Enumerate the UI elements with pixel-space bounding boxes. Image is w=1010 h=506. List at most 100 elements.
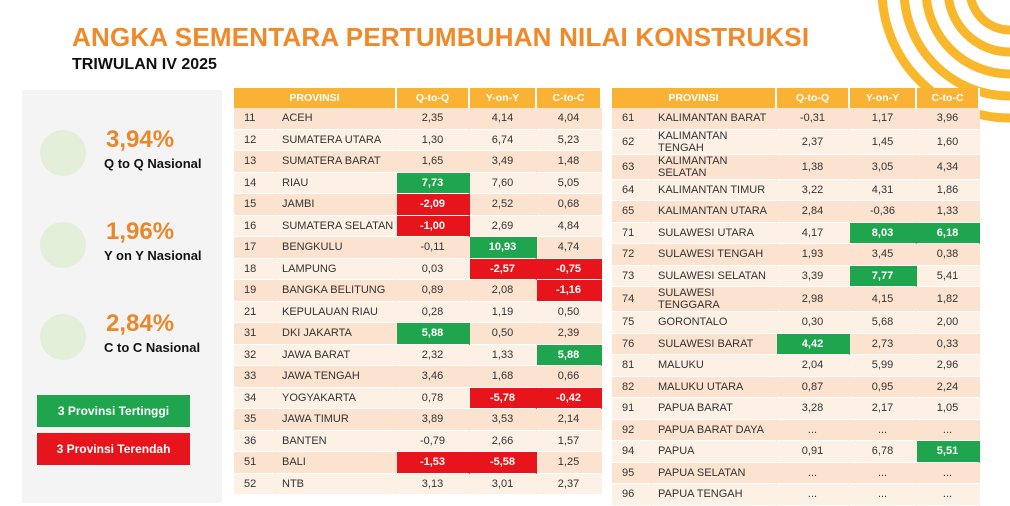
stat-label: Q to Q Nasional	[104, 156, 202, 171]
table-row: 21 KEPULAUAN RIAU 0,28 1,19 0,50	[234, 301, 602, 323]
col-provinsi: PROVINSI	[612, 88, 777, 108]
table-row: 52 NTB 3,13 3,01 2,37	[234, 473, 602, 495]
stat-value: 2,84%	[106, 310, 175, 337]
ctoc-value: 0,50	[537, 301, 602, 323]
qtoq-value: ...	[777, 462, 850, 484]
qtoq-value: -0,31	[777, 108, 850, 130]
ctoc-value: ...	[917, 462, 980, 484]
province-code: 95	[612, 462, 652, 484]
table-row: 92 PAPUA BARAT DAYA.........	[612, 419, 980, 441]
ctoc-value: 5,23	[537, 129, 602, 151]
table-row: 72 SULAWESI TENGAH 1,93 3,45 0,38	[612, 244, 980, 266]
qtoq-value: 0,87	[777, 376, 850, 398]
yony-value: 3,53	[470, 409, 537, 431]
table-row: 33 JAWA TENGAH 3,46 1,68 0,66	[234, 366, 602, 388]
table-row: 16 SUMATERA SELATAN -1,00 2,69 4,84	[234, 215, 602, 237]
ctoc-value: ...	[917, 419, 980, 441]
page-title: ANGKA SEMENTARA PERTUMBUHAN NILAI KONSTR…	[72, 22, 810, 52]
ctoc-value: 0,66	[537, 366, 602, 388]
qtoq-value: 4,17	[777, 222, 850, 244]
yony-value: 3,45	[850, 244, 917, 266]
col-yony: Y-on-Y	[850, 88, 917, 108]
qtoq-value: 0,91	[777, 441, 850, 463]
yony-value: 2,08	[470, 280, 537, 302]
ctoc-value: 2,14	[537, 409, 602, 431]
yony-value: 5,99	[850, 355, 917, 377]
table-row: 36 BANTEN -0,79 2,66 1,57	[234, 430, 602, 452]
coins-growth-icon	[40, 222, 86, 268]
province-name: JAWA BARAT	[276, 344, 397, 366]
ctoc-value: ...	[917, 484, 980, 506]
qtoq-value: 3,22	[777, 179, 850, 201]
ctoc-value: 2,00	[917, 312, 980, 334]
province-name: PAPUA BARAT DAYA	[652, 419, 777, 441]
province-code: 17	[234, 237, 276, 259]
province-name: GORONTALO	[652, 312, 777, 334]
province-name: MALUKU	[652, 355, 777, 377]
qtoq-value: 4,42	[777, 333, 850, 355]
province-name: PAPUA BARAT	[652, 398, 777, 420]
table-row: 81 MALUKU 2,04 5,99 2,96	[612, 355, 980, 377]
province-code: 11	[234, 108, 276, 130]
yony-value: ...	[850, 484, 917, 506]
province-name: MALUKU UTARA	[652, 376, 777, 398]
ctoc-value: 1,25	[537, 452, 602, 474]
ctoc-value: 1,82	[917, 287, 980, 312]
qtoq-value: 2,35	[397, 108, 470, 130]
qtoq-value: 0,89	[397, 280, 470, 302]
yony-value: 3,01	[470, 473, 537, 495]
yony-value: 8,03	[850, 222, 917, 244]
qtoq-value: -0,79	[397, 430, 470, 452]
yony-value: 6,74	[470, 129, 537, 151]
yony-value: 7,77	[850, 265, 917, 287]
qtoq-value: 3,46	[397, 366, 470, 388]
stat-label: Y on Y Nasional	[104, 248, 202, 263]
yony-value: 4,14	[470, 108, 537, 130]
table-row: 76 SULAWESI BARAT 4,42 2,73 0,33	[612, 333, 980, 355]
table-row: 51 BALI -1,53 -5,58 1,25	[234, 452, 602, 474]
province-code: 19	[234, 280, 276, 302]
stat-ctoc: 2,84% C to C Nasional	[40, 310, 220, 370]
province-name: KALIMANTAN TIMUR	[652, 179, 777, 201]
province-code: 72	[612, 244, 652, 266]
province-code: 92	[612, 419, 652, 441]
province-name: PAPUA	[652, 441, 777, 463]
qtoq-value: 1,65	[397, 151, 470, 173]
ctoc-value: 1,57	[537, 430, 602, 452]
province-name: RIAU	[276, 172, 397, 194]
table-row: 75 GORONTALO 0,30 5,68 2,00	[612, 312, 980, 334]
province-code: 71	[612, 222, 652, 244]
table-row: 11 ACEH 2,35 4,14 4,04	[234, 108, 602, 130]
qtoq-value: 3,13	[397, 473, 470, 495]
stat-yony: 1,96% Y on Y Nasional	[40, 218, 220, 278]
province-name: NTB	[276, 473, 397, 495]
qtoq-value: 3,89	[397, 409, 470, 431]
province-code: 13	[234, 151, 276, 173]
province-code: 18	[234, 258, 276, 280]
yony-value: -5,78	[470, 387, 537, 409]
yony-value: 2,73	[850, 333, 917, 355]
legend-highest: 3 Provinsi Tertinggi	[37, 395, 190, 427]
stat-value: 3,94%	[106, 126, 175, 153]
ctoc-value: -1,16	[537, 280, 602, 302]
ctoc-value: 3,96	[917, 108, 980, 130]
province-name: LAMPUNG	[276, 258, 397, 280]
province-code: 96	[612, 484, 652, 506]
yony-value: 4,31	[850, 179, 917, 201]
province-name: SUMATERA SELATAN	[276, 215, 397, 237]
ctoc-value: 0,33	[917, 333, 980, 355]
ctoc-value: 5,05	[537, 172, 602, 194]
yony-value: 2,69	[470, 215, 537, 237]
province-name: SUMATERA UTARA	[276, 129, 397, 151]
table-row: 31 DKI JAKARTA 5,88 0,50 2,39	[234, 323, 602, 345]
province-table-right: PROVINSI Q-to-Q Y-on-Y C-to-C 61 KALIMANTAN …	[612, 88, 980, 506]
province-name: YOGYAKARTA	[276, 387, 397, 409]
ctoc-value: 1,86	[917, 179, 980, 201]
col-ctoc: C-to-C	[917, 88, 980, 108]
yony-value: -0,36	[850, 201, 917, 223]
province-name: KALIMANTAN SELATAN	[652, 154, 777, 180]
yony-value: 1,17	[850, 108, 917, 130]
province-code: 31	[234, 323, 276, 345]
ctoc-value: 2,24	[917, 376, 980, 398]
qtoq-value: -1,00	[397, 215, 470, 237]
